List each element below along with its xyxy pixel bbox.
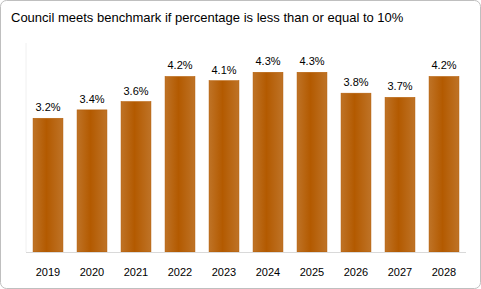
x-tick-label: 2020 xyxy=(80,266,104,278)
bar xyxy=(385,97,415,252)
x-tick-label: 2028 xyxy=(432,266,456,278)
x-tick-label: 2021 xyxy=(124,266,148,278)
data-label: 4.2% xyxy=(167,59,192,71)
x-axis-line xyxy=(26,252,466,253)
chart-frame xyxy=(1,1,481,289)
chart-root: Council meets benchmark if percentage is… xyxy=(0,0,481,289)
bar xyxy=(209,81,239,252)
bar xyxy=(341,93,371,252)
data-label: 4.3% xyxy=(255,55,280,67)
x-tick-label: 2026 xyxy=(344,266,368,278)
title: Council meets benchmark if percentage is… xyxy=(11,10,404,25)
bar xyxy=(165,76,195,252)
bar xyxy=(33,118,63,252)
data-label: 3.2% xyxy=(35,101,60,113)
y-axis-line xyxy=(26,43,27,252)
data-label: 4.2% xyxy=(431,59,456,71)
x-tick-label: 2022 xyxy=(168,266,192,278)
x-tick-label: 2023 xyxy=(212,266,236,278)
data-label: 3.7% xyxy=(387,80,412,92)
data-label: 3.6% xyxy=(123,85,148,97)
data-label: 3.8% xyxy=(343,76,368,88)
x-tick-label: 2025 xyxy=(300,266,324,278)
data-label: 4.3% xyxy=(299,55,324,67)
chart: Council meets benchmark if percentage is… xyxy=(0,0,481,289)
bar xyxy=(429,76,459,252)
x-tick-label: 2019 xyxy=(36,266,60,278)
bars xyxy=(33,72,459,252)
x-tick-label: 2024 xyxy=(256,266,280,278)
data-label: 3.4% xyxy=(79,93,104,105)
data-label: 4.1% xyxy=(211,64,236,76)
bar xyxy=(77,110,107,252)
bar xyxy=(297,72,327,252)
x-tick-label: 2027 xyxy=(388,266,412,278)
bar xyxy=(121,102,151,252)
bar xyxy=(253,72,283,252)
